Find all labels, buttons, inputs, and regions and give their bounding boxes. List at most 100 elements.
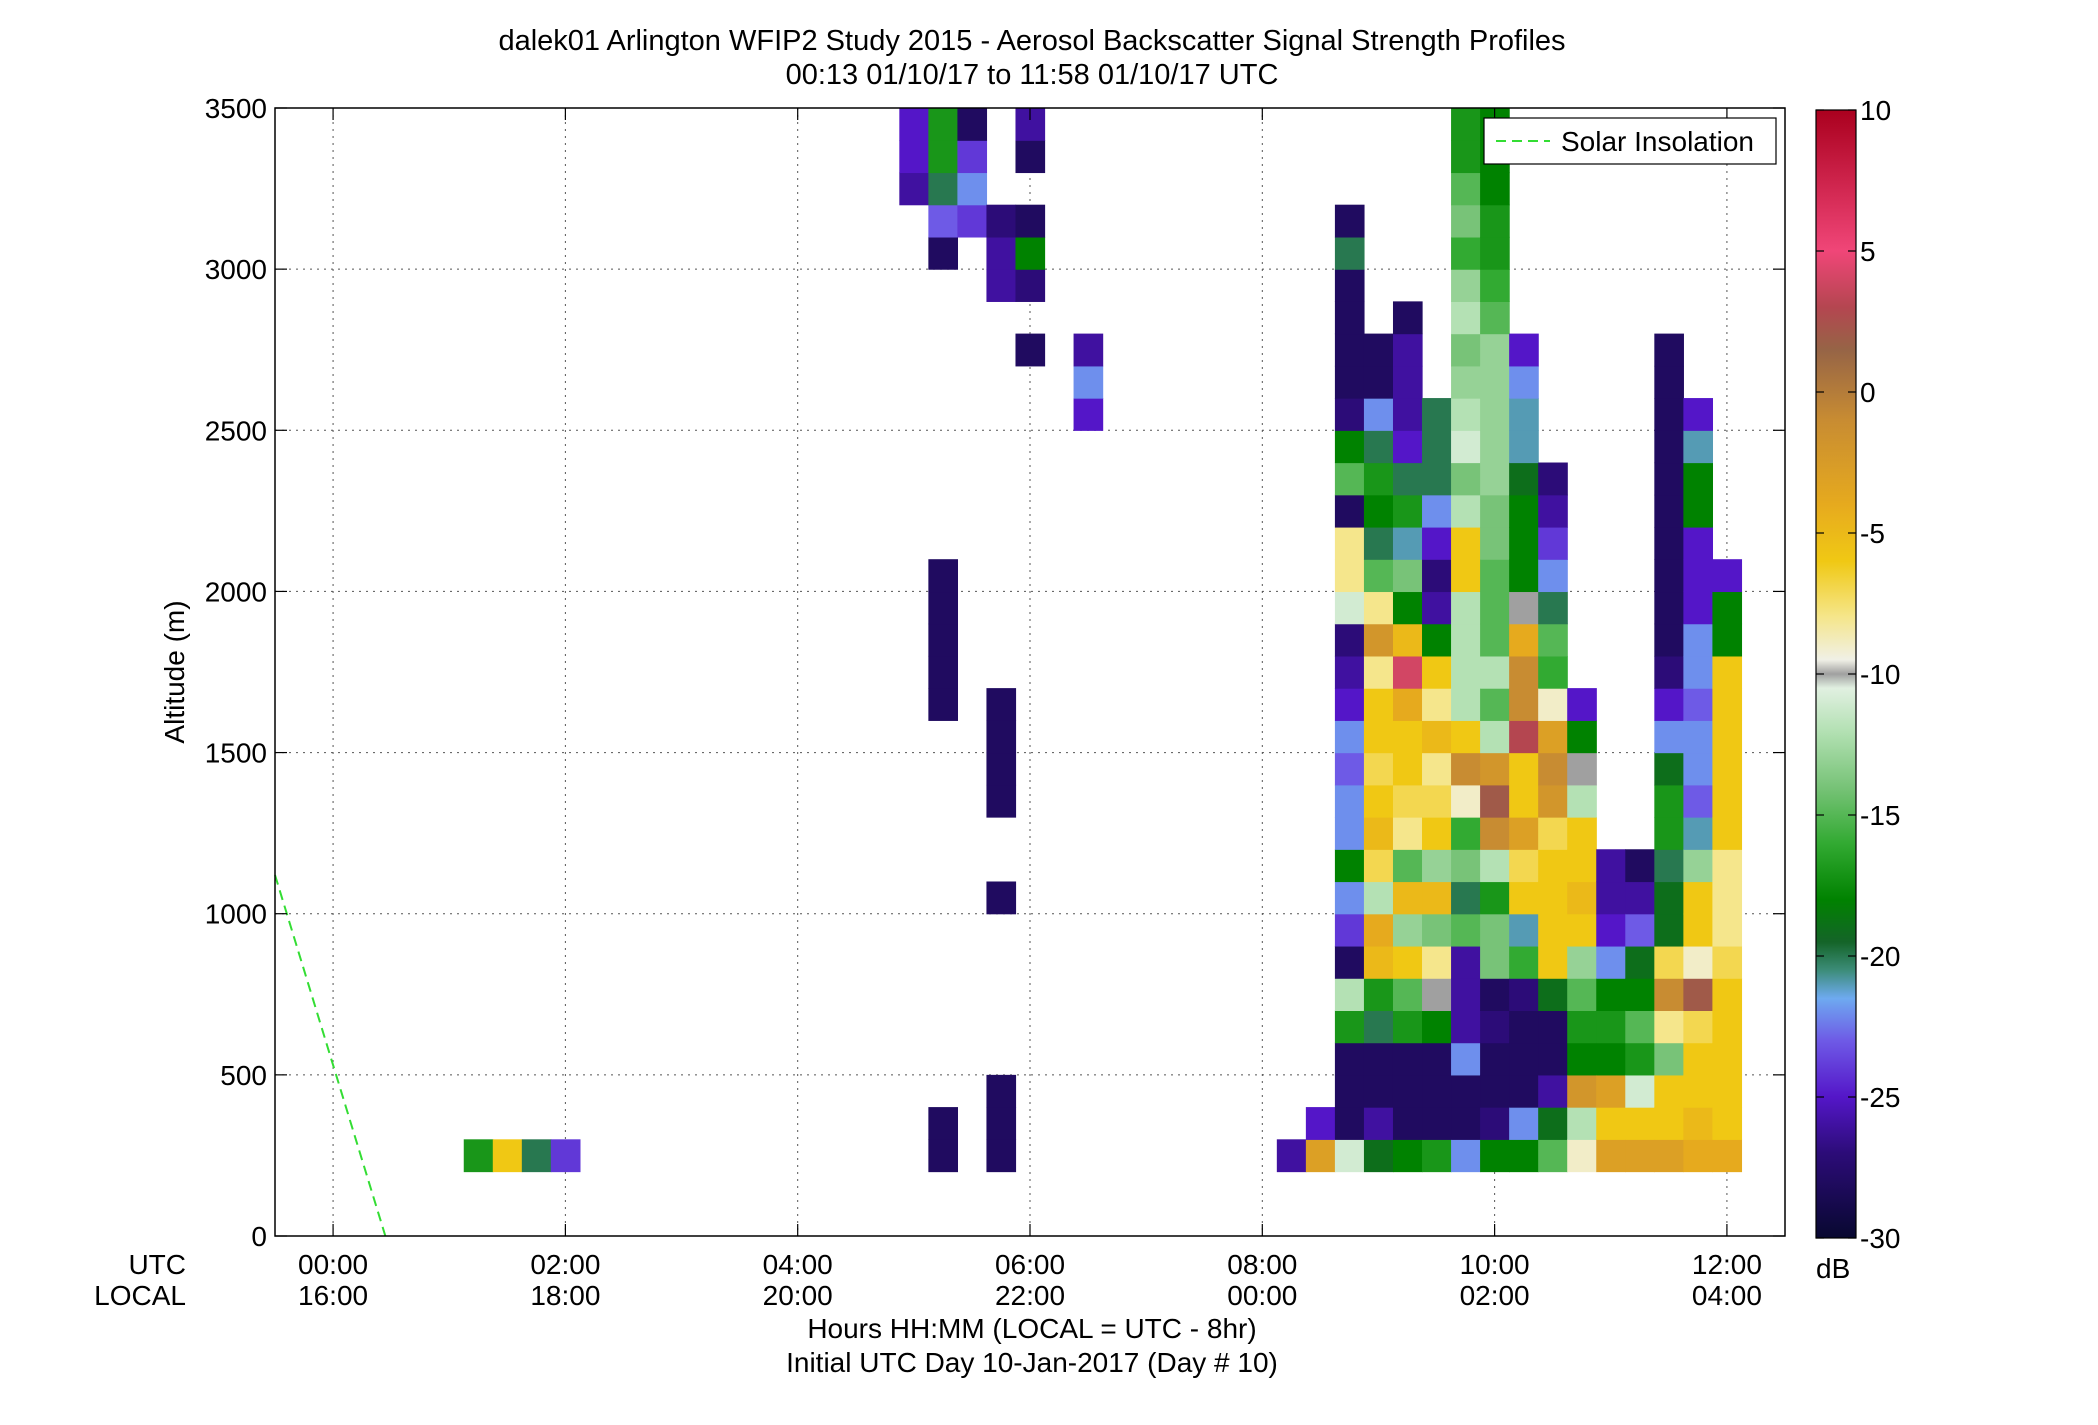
heatmap-cell <box>1480 881 1510 915</box>
heatmap-cell <box>1480 913 1510 947</box>
heatmap-cell <box>1451 140 1481 174</box>
heatmap-cell <box>1422 430 1452 464</box>
heatmap-cell <box>1480 365 1510 399</box>
heatmap-cell <box>1538 494 1568 528</box>
heatmap-cell <box>1451 204 1481 238</box>
heatmap-cell <box>1654 333 1684 367</box>
heatmap-cell <box>1363 1042 1394 1076</box>
heatmap-cell <box>1392 688 1423 721</box>
heatmap-cell <box>1363 1139 1394 1173</box>
heatmap-cell <box>1334 688 1365 721</box>
heatmap-cell <box>1480 462 1510 496</box>
heatmap-cell <box>1538 945 1568 979</box>
heatmap-cell <box>928 1107 959 1140</box>
heatmap-cell <box>1538 655 1568 689</box>
heatmap-cell <box>1392 784 1423 818</box>
heatmap-cell <box>1683 978 1714 1011</box>
heatmap-cell <box>1654 1074 1684 1108</box>
heatmap-cell <box>1538 881 1568 915</box>
colorbar-tick-label: 5 <box>1860 236 1876 267</box>
heatmap-cell <box>1015 140 1046 174</box>
x-axis-label: Hours HH:MM (LOCAL = UTC - 8hr) <box>807 1313 1256 1344</box>
heatmap-cell <box>1392 817 1423 850</box>
heatmap-cell <box>1625 978 1655 1011</box>
heatmap-cell <box>899 140 929 174</box>
heatmap-cell <box>1712 945 1743 979</box>
heatmap-cell <box>1538 978 1568 1011</box>
heatmap-cell <box>1451 526 1481 560</box>
heatmap-cell <box>1480 817 1510 850</box>
heatmap-cell <box>1451 945 1481 979</box>
heatmap-cell <box>1654 817 1684 850</box>
heatmap-cell <box>1625 1139 1655 1173</box>
heatmap-cell <box>1451 591 1481 625</box>
x-tick-label-local: 20:00 <box>763 1280 833 1311</box>
heatmap-cell <box>1480 1010 1510 1044</box>
heatmap-cell <box>1509 978 1539 1011</box>
heatmap-cell <box>1422 784 1452 818</box>
heatmap-cell <box>1480 945 1510 979</box>
heatmap-cell <box>1392 1074 1423 1108</box>
heatmap-cell <box>1363 1010 1394 1044</box>
heatmap-cell <box>1683 430 1714 464</box>
heatmap-cell <box>1567 720 1597 754</box>
heatmap-cell <box>1363 817 1394 850</box>
heatmap-cell <box>1392 559 1423 593</box>
heatmap-cell <box>1422 688 1452 721</box>
heatmap-cell <box>1567 978 1597 1011</box>
heatmap-cell <box>1480 623 1510 657</box>
heatmap-cell <box>1509 591 1539 625</box>
heatmap-cell <box>928 623 959 657</box>
heatmap-cell <box>492 1139 523 1173</box>
heatmap-cell <box>1712 623 1743 657</box>
heatmap-cell <box>1712 881 1743 915</box>
heatmap-cell <box>1334 430 1365 464</box>
heatmap-cell <box>1567 784 1597 818</box>
heatmap-cell <box>1392 913 1423 947</box>
heatmap-cell <box>1451 301 1481 335</box>
heatmap-cell <box>1654 978 1684 1011</box>
heatmap-cell <box>1596 913 1626 947</box>
heatmap-cell <box>986 720 1017 754</box>
heatmap-cell <box>1480 752 1510 786</box>
x-tick-label-utc: 08:00 <box>1227 1249 1297 1280</box>
heatmap-cell <box>1422 1074 1452 1108</box>
heatmap-cell <box>1654 1139 1684 1173</box>
heatmap-cell <box>1392 849 1423 883</box>
heatmap-cell <box>1712 752 1743 786</box>
heatmap-cell <box>1596 1107 1626 1140</box>
heatmap-cell <box>1683 1139 1714 1173</box>
heatmap-cell <box>1509 881 1539 915</box>
heatmap-cell <box>1654 913 1684 947</box>
heatmap-cell <box>1683 752 1714 786</box>
heatmap-cell <box>1509 688 1539 721</box>
heatmap-cell <box>1480 978 1510 1011</box>
heatmap-cell <box>1480 1107 1510 1140</box>
heatmap-cell <box>1015 204 1046 238</box>
colorbar-tick-label: -10 <box>1860 659 1900 690</box>
heatmap-cell <box>1451 1042 1481 1076</box>
heatmap-cell <box>1451 172 1481 206</box>
heatmap-cell <box>1509 559 1539 593</box>
heatmap-cell <box>1480 849 1510 883</box>
heatmap-cell <box>1480 494 1510 528</box>
heatmap-cell <box>1363 688 1394 721</box>
heatmap-cell <box>1712 720 1743 754</box>
heatmap-cell <box>1392 526 1423 560</box>
colorbar-tick-label: -15 <box>1860 800 1900 831</box>
heatmap-cell <box>1654 1042 1684 1076</box>
heatmap-cell <box>928 1139 959 1173</box>
heatmap-cell <box>1509 430 1539 464</box>
heatmap-cell <box>928 559 959 593</box>
heatmap-cell <box>1363 784 1394 818</box>
heatmap-cell <box>1363 526 1394 560</box>
heatmap-cell <box>550 1139 581 1173</box>
heatmap-cell <box>1451 913 1481 947</box>
heatmap-cell <box>1334 333 1365 367</box>
heatmap-cell <box>1596 1042 1626 1076</box>
heatmap-cell <box>1654 752 1684 786</box>
heatmap-cell <box>1480 430 1510 464</box>
heatmap-cell <box>1363 655 1394 689</box>
heatmap-cell <box>1538 817 1568 850</box>
